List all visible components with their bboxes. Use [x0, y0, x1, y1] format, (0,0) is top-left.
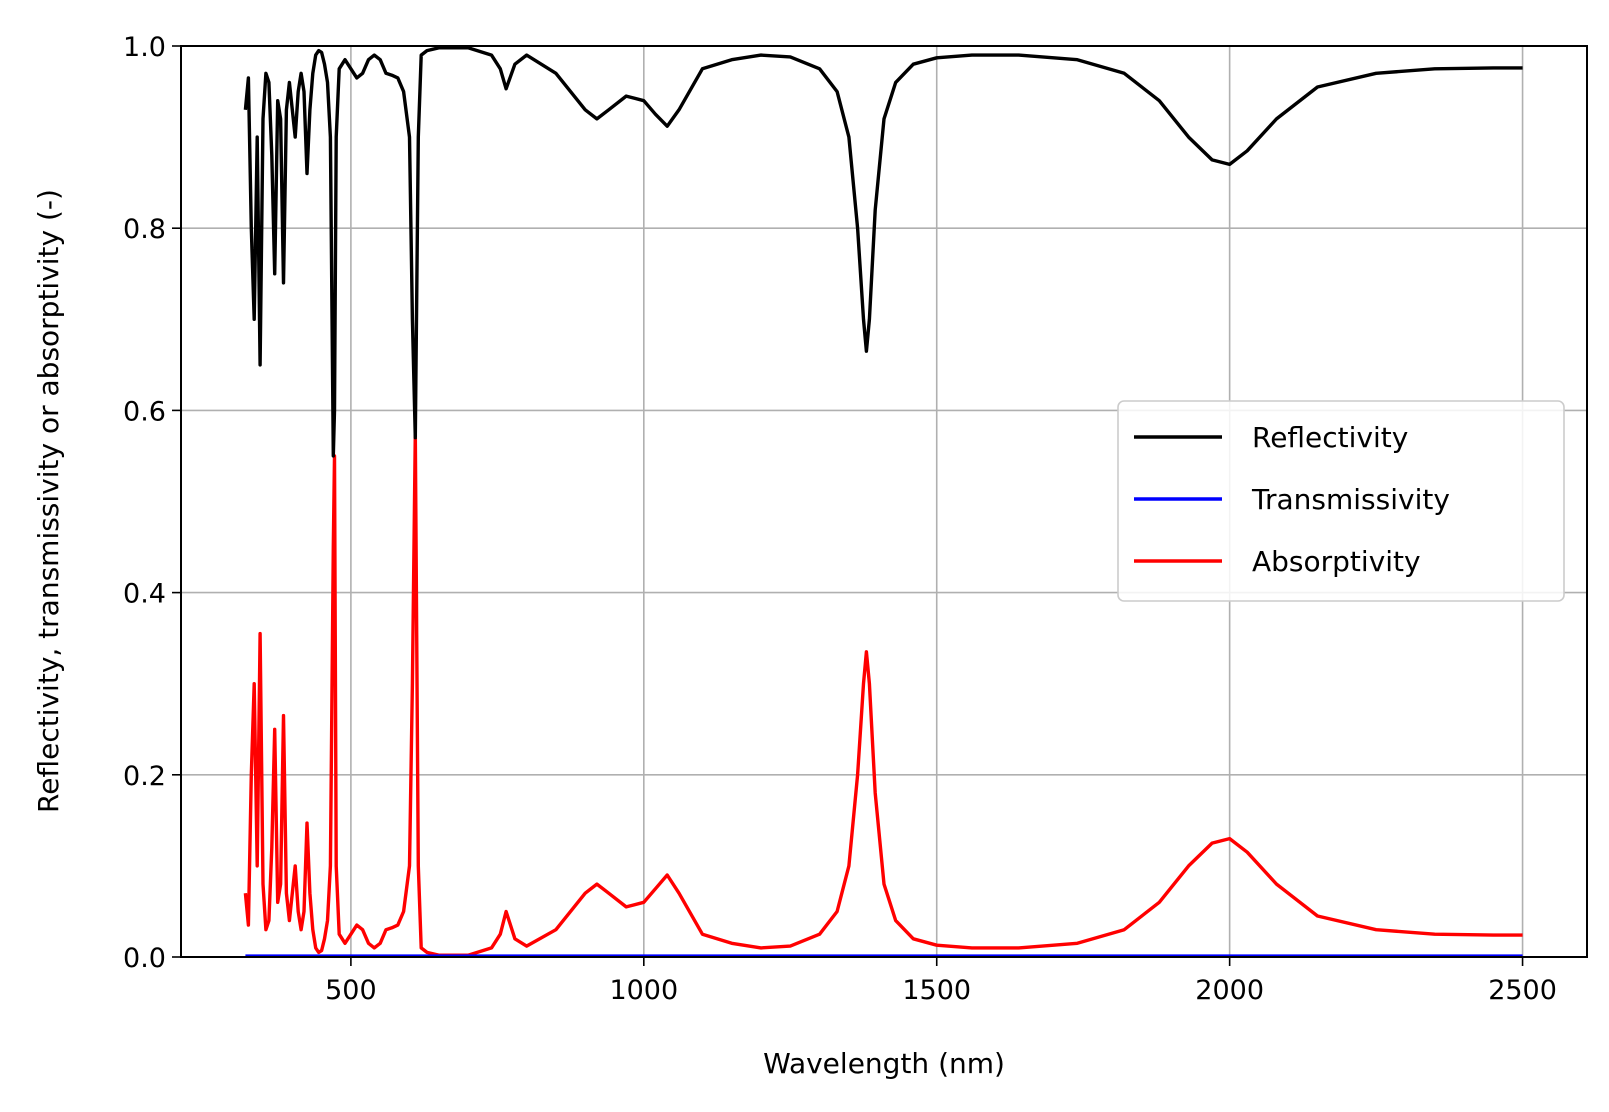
legend-label: Transmissivity — [1251, 483, 1450, 516]
x-tick-label: 500 — [325, 975, 377, 1006]
legend-box — [1117, 400, 1565, 602]
legend-label: Absorptivity — [1252, 545, 1421, 578]
legend-label: Reflectivity — [1252, 421, 1408, 454]
series-line-reflectivity — [243, 46, 1523, 458]
series-line-absorptivity — [243, 431, 1523, 957]
y-tick-label: 0.6 — [123, 396, 166, 427]
y-tick-label: 0.4 — [123, 579, 166, 610]
y-tick-label: 1.0 — [123, 32, 166, 63]
x-axis-label: Wavelength (nm) — [763, 1047, 1005, 1080]
y-tick-label: 0.0 — [123, 943, 166, 974]
y-axis-label: Reflectivity, transmissivity or absorpti… — [32, 189, 65, 813]
x-tick-label: 1500 — [902, 975, 971, 1006]
y-tick-label: 0.8 — [123, 214, 166, 245]
x-tick-label: 2000 — [1195, 975, 1264, 1006]
ticks: 500 1000 1500 2000 2500 0.0 0.2 0.4 0.6 0.8 1.0 — [123, 32, 1557, 1006]
legend: Reflectivity Transmissivity Absorptivity — [1117, 400, 1565, 602]
plot-frame — [180, 45, 1588, 958]
x-tick-label: 1000 — [609, 975, 678, 1006]
x-tick-label: 2500 — [1488, 975, 1557, 1006]
y-tick-label: 0.2 — [123, 761, 166, 792]
